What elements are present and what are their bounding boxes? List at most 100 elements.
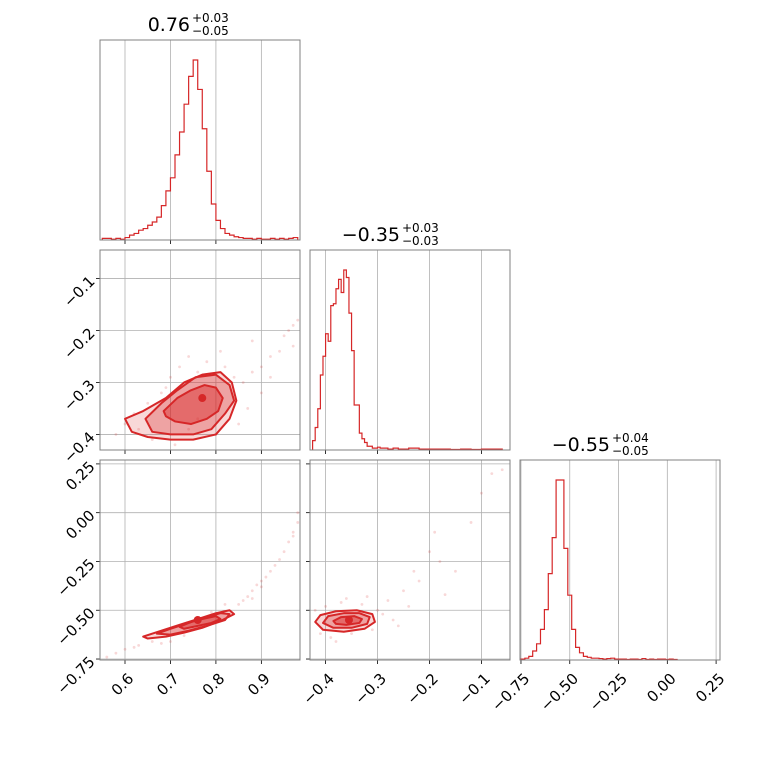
scatter-point [146,401,150,405]
hist-frame-1 [309,249,511,451]
pair-frame-0 [99,249,301,451]
contour-level-3 [124,371,238,441]
x-tick-label: −0.25 [586,670,631,715]
scatter-point [296,318,300,322]
scatter-point [178,365,181,369]
title-minus-error: −0.03 [402,234,439,248]
scatter-point [255,583,259,587]
scatter-point [223,365,227,369]
scatter-point [187,355,191,358]
scatter-point [187,427,191,431]
scatter-point [443,593,447,597]
scatter-point [105,655,109,659]
scatter-point [469,521,473,524]
scatter-point [196,417,200,421]
scatter-point [246,595,250,598]
scatter-point [182,634,186,638]
scatter-point [259,391,263,395]
hist-panel-1: −0.35 +0.03−0.03 [309,221,511,454]
scatter-point [339,601,343,604]
hist-title-1: −0.35 +0.03−0.03 [342,221,439,248]
y-tick-label: −0.50 [53,604,98,649]
scatter-point [269,569,272,573]
scatter-point [454,569,457,573]
density-peak [198,394,207,403]
y-tick-label: −0.75 [53,653,98,698]
scatter-point [386,599,390,602]
pair-body-1 [105,511,300,659]
histogram-1 [311,269,503,450]
scatter-point [480,491,483,495]
pair-frame-1 [99,459,301,661]
scatter-point [391,618,395,622]
title-plus-error: +0.03 [192,11,229,25]
scatter-point [287,540,291,544]
scatter-point [490,472,494,476]
scatter-point [250,597,254,600]
y-tick-label: −0.1 [60,272,98,310]
scatter-point [159,642,163,645]
scatter-point [296,511,300,515]
scatter-point [407,604,411,608]
hist-title-0: 0.76 +0.03−0.05 [148,11,229,38]
pair-frame-2 [309,459,511,661]
scatter-point [433,530,437,534]
scatter-point [159,391,163,395]
scatter-point [114,433,118,436]
scatter-point [412,569,416,573]
scatter-point [259,365,263,369]
scatter-point [381,612,385,616]
scatter-point [282,334,286,338]
y-tick-label: −0.4 [60,428,98,466]
scatter-point [438,560,442,563]
pair-panel-0-2: 0.6 0.7 0.8 0.9 −0.75−0.50−0.25 0.00 0.25 [53,458,301,700]
histogram-0 [101,59,299,240]
x-tick-label: 0.6 [108,670,138,700]
scatter-point [428,550,431,554]
x-tick-label: −0.2 [403,670,441,708]
scatter-point [246,407,250,410]
title-minus-error: −0.05 [612,444,649,458]
scatter-point [209,610,213,614]
scatter-point [137,643,141,647]
scatter-point [396,624,400,628]
pair-panel-1-2: −0.4 −0.3 −0.2 −0.1 [299,459,511,708]
scatter-point [417,579,421,583]
scatter-point [278,349,281,353]
scatter-point [376,608,379,612]
x-tick-label: 0.8 [199,670,229,700]
scatter-point [132,645,136,649]
contour-level-1 [162,384,224,426]
scatter-point [150,640,154,643]
density-peak [344,616,353,624]
y-tick-label: −0.2 [60,324,98,362]
x-tick-label: −0.3 [351,670,389,708]
scatter-point [344,597,348,600]
hist-frame-0 [99,39,301,241]
scatter-point [123,647,127,651]
scatter-point [269,375,272,379]
scatter-point [360,602,364,606]
scatter-point [219,349,222,353]
title-plus-error: +0.03 [402,221,439,235]
scatter-point [291,323,295,327]
x-tick-label: 0.7 [153,670,183,700]
scatter-point [259,585,263,589]
scatter-point [241,599,245,602]
scatter-point [205,360,209,364]
scatter-point [402,589,405,593]
scatter-point [313,608,317,612]
scatter-point [318,632,322,636]
scatter-point [123,422,127,426]
title-plus-error: +0.04 [612,431,649,445]
pair-body-2 [313,468,504,643]
scatter-point [296,521,300,524]
scatter-point [250,339,254,343]
density-peak [193,616,202,624]
x-tick-label: −0.75 [488,670,533,715]
x-tick-label: −0.4 [299,670,337,708]
x-tick-label: 0.00 [643,670,679,706]
scatter-point [196,370,200,374]
scatter-point [365,595,369,598]
scatter-point [169,640,172,643]
